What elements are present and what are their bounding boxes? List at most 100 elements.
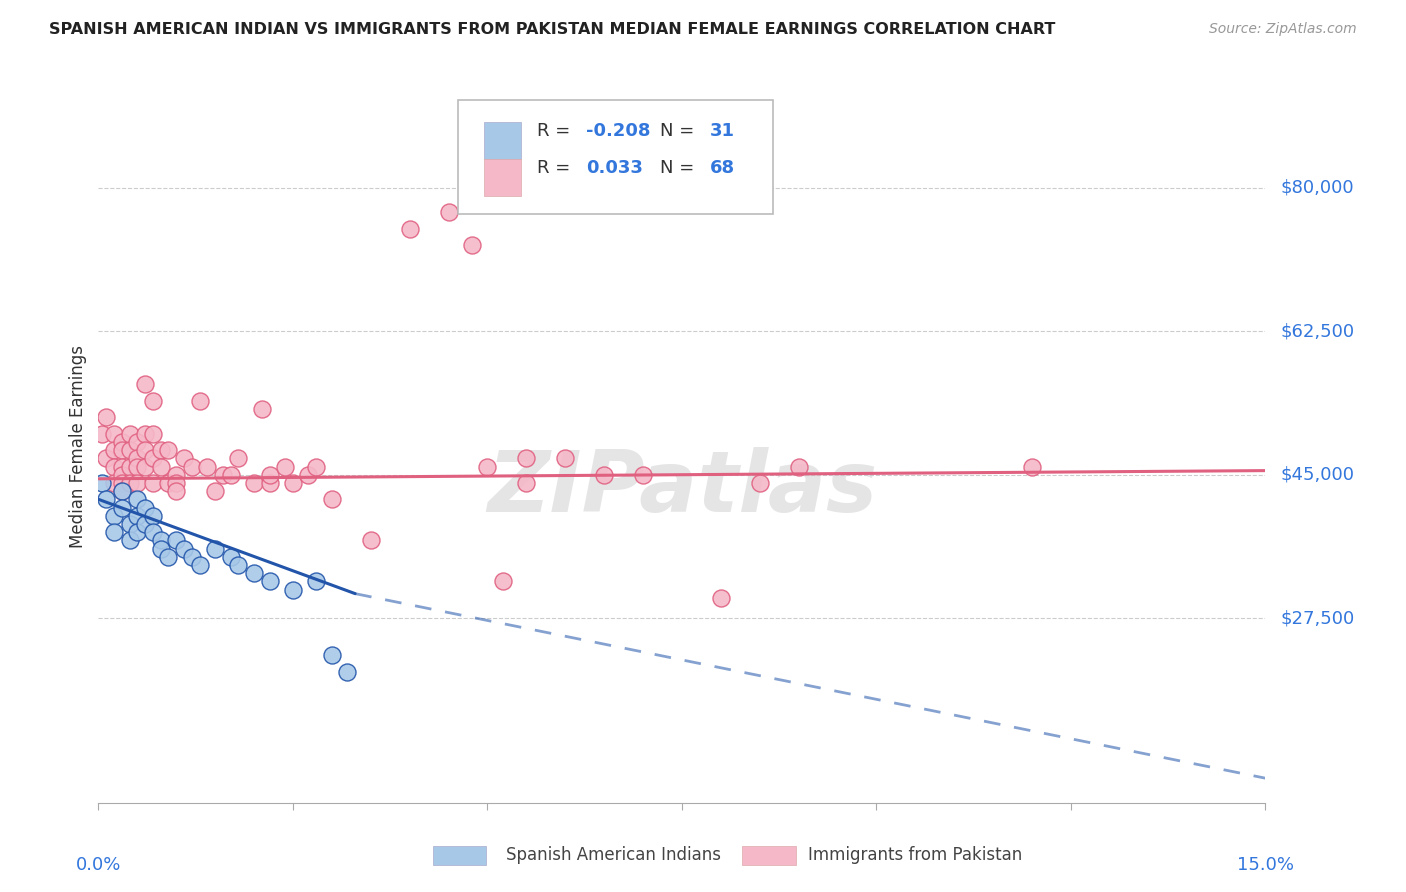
Point xyxy=(149,541,172,556)
Point xyxy=(91,426,114,441)
Point xyxy=(111,434,134,449)
Point xyxy=(127,525,149,540)
FancyBboxPatch shape xyxy=(458,100,773,214)
Point xyxy=(134,377,156,392)
Point xyxy=(631,467,654,482)
Point xyxy=(321,648,343,662)
Point xyxy=(180,549,202,564)
Point xyxy=(212,467,235,482)
Point xyxy=(204,541,226,556)
Point xyxy=(111,484,134,499)
Point xyxy=(127,459,149,474)
Point xyxy=(297,467,319,482)
Point xyxy=(243,566,266,581)
Point xyxy=(142,508,165,523)
Point xyxy=(274,459,297,474)
Text: Source: ZipAtlas.com: Source: ZipAtlas.com xyxy=(1209,22,1357,37)
Point xyxy=(103,426,125,441)
Point xyxy=(228,558,250,572)
Point xyxy=(281,582,304,597)
Text: R =: R = xyxy=(537,121,576,139)
Text: $62,500: $62,500 xyxy=(1281,322,1355,340)
Point xyxy=(477,459,499,474)
Point xyxy=(142,475,165,490)
Point xyxy=(157,475,180,490)
Point xyxy=(259,467,281,482)
Text: Immigrants from Pakistan: Immigrants from Pakistan xyxy=(808,846,1022,863)
Point xyxy=(103,525,125,540)
FancyBboxPatch shape xyxy=(484,122,520,159)
Point xyxy=(336,665,359,679)
Point xyxy=(748,475,770,490)
Point xyxy=(195,459,218,474)
Point xyxy=(787,459,810,474)
Point xyxy=(118,426,141,441)
Point xyxy=(127,434,149,449)
Point xyxy=(127,475,149,490)
Point xyxy=(111,443,134,458)
Point xyxy=(127,508,149,523)
Point xyxy=(127,451,149,466)
Text: $80,000: $80,000 xyxy=(1281,178,1354,196)
Text: $27,500: $27,500 xyxy=(1281,609,1355,627)
Text: 0.0%: 0.0% xyxy=(76,856,121,874)
Point xyxy=(259,475,281,490)
Text: 15.0%: 15.0% xyxy=(1237,856,1294,874)
Point xyxy=(281,475,304,490)
Text: N =: N = xyxy=(659,121,700,139)
Point xyxy=(165,533,187,548)
Point xyxy=(188,558,211,572)
Point xyxy=(134,516,156,531)
Point xyxy=(1021,459,1043,474)
Point xyxy=(118,475,141,490)
Point xyxy=(515,475,537,490)
Point xyxy=(593,467,616,482)
Point xyxy=(118,516,141,531)
Point xyxy=(250,402,273,417)
Point xyxy=(111,467,134,482)
Point xyxy=(134,426,156,441)
Point xyxy=(118,443,141,458)
Point xyxy=(134,443,156,458)
Point xyxy=(157,549,180,564)
Point xyxy=(165,484,187,499)
Point xyxy=(173,451,195,466)
Point xyxy=(142,393,165,408)
Point xyxy=(134,500,156,515)
Point xyxy=(111,475,134,490)
Point xyxy=(710,591,733,605)
Point xyxy=(111,459,134,474)
Point xyxy=(157,443,180,458)
FancyBboxPatch shape xyxy=(484,159,520,196)
Point xyxy=(118,533,141,548)
Point xyxy=(118,459,141,474)
Point xyxy=(243,475,266,490)
Text: ZIPatlas: ZIPatlas xyxy=(486,447,877,531)
Point xyxy=(149,459,172,474)
Point xyxy=(461,238,484,252)
Point xyxy=(219,549,242,564)
Point xyxy=(188,393,211,408)
Point xyxy=(96,451,118,466)
Point xyxy=(111,484,134,499)
Text: -0.208: -0.208 xyxy=(586,121,651,139)
Point xyxy=(142,525,165,540)
Point xyxy=(173,541,195,556)
Point xyxy=(305,574,328,589)
Y-axis label: Median Female Earnings: Median Female Earnings xyxy=(69,344,87,548)
Text: SPANISH AMERICAN INDIAN VS IMMIGRANTS FROM PAKISTAN MEDIAN FEMALE EARNINGS CORRE: SPANISH AMERICAN INDIAN VS IMMIGRANTS FR… xyxy=(49,22,1056,37)
Point xyxy=(134,459,156,474)
Text: 68: 68 xyxy=(710,159,735,177)
Point xyxy=(142,451,165,466)
Text: $45,000: $45,000 xyxy=(1281,466,1355,483)
Point xyxy=(321,492,343,507)
Point xyxy=(111,500,134,515)
Point xyxy=(515,451,537,466)
Text: Spanish American Indians: Spanish American Indians xyxy=(506,846,721,863)
Point xyxy=(165,467,187,482)
Point xyxy=(204,484,226,499)
Point xyxy=(103,508,125,523)
Point xyxy=(96,410,118,425)
Point xyxy=(165,475,187,490)
Point xyxy=(360,533,382,548)
